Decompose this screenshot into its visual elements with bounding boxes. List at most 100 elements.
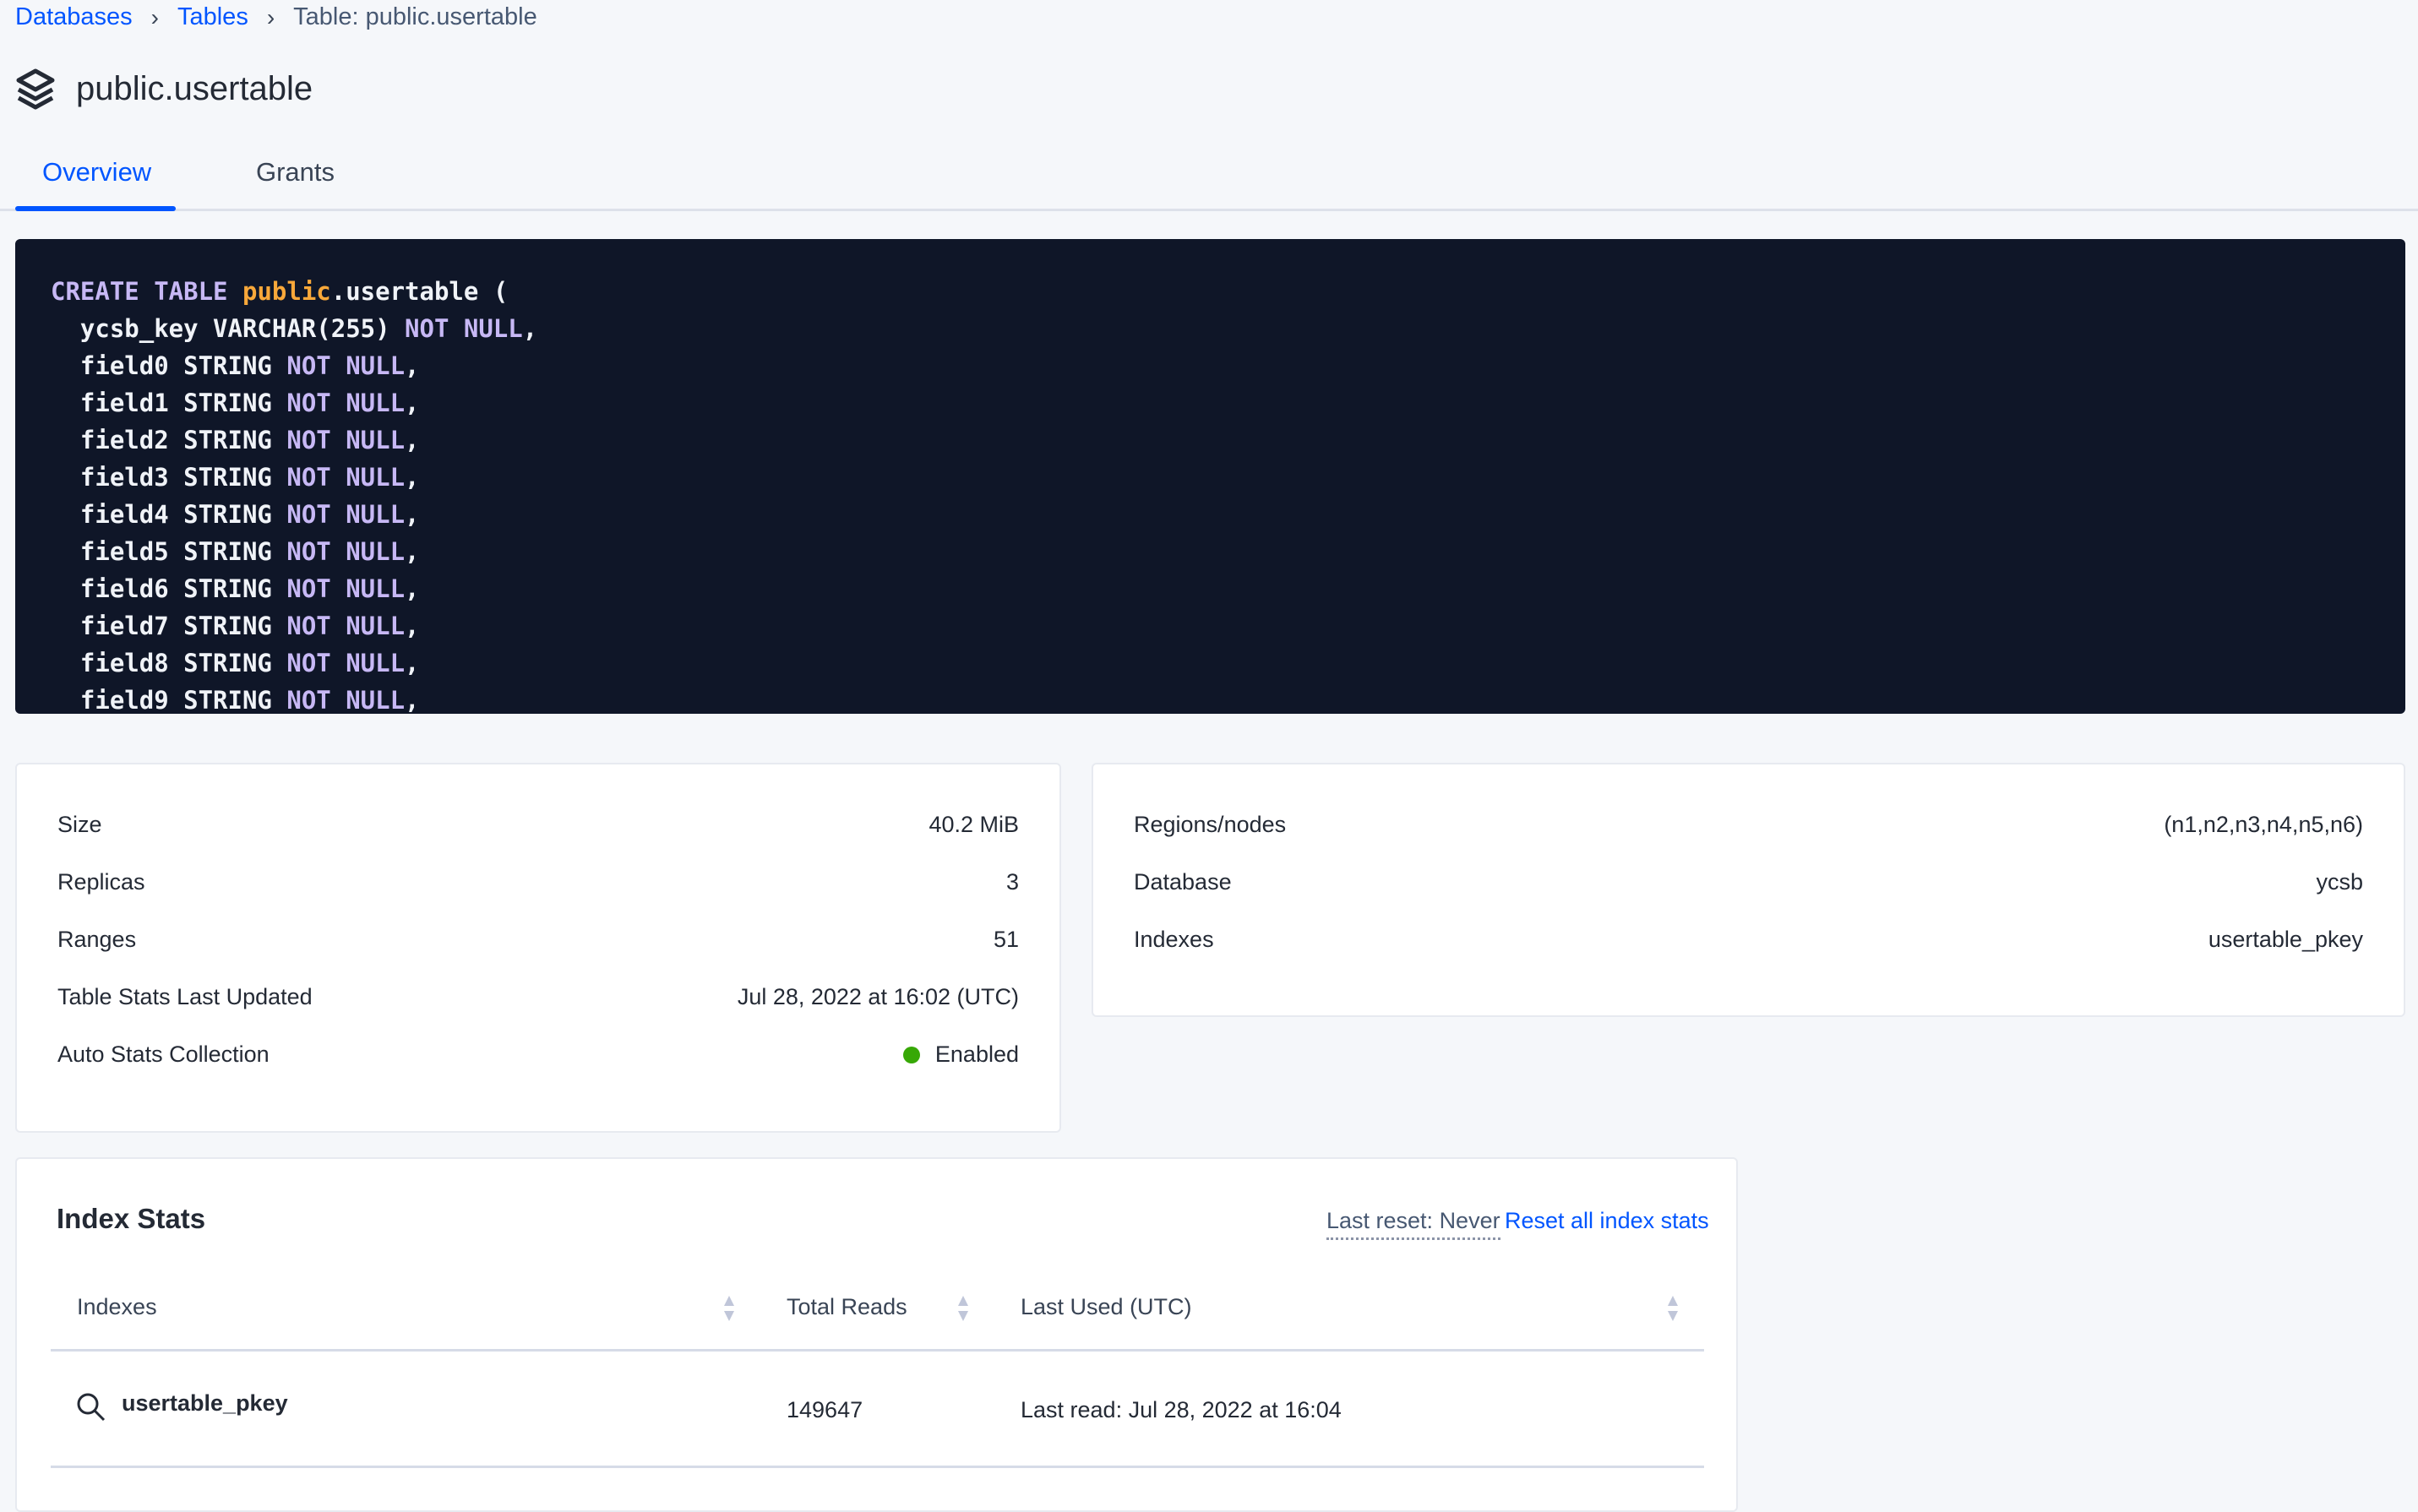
code-token: field3 STRING bbox=[51, 463, 287, 492]
code-token: . bbox=[330, 277, 346, 306]
tab-grants[interactable]: Grants bbox=[256, 157, 335, 187]
column-header-indexes[interactable]: Indexes bbox=[77, 1294, 157, 1319]
stat-auto-stats: Auto Stats Collection Enabled bbox=[57, 1042, 1019, 1068]
code-token: field4 STRING bbox=[51, 500, 287, 529]
stat-replicas: Replicas 3 bbox=[57, 869, 1019, 895]
code-token: CREATE TABLE bbox=[51, 277, 242, 306]
code-token: usertable ( bbox=[346, 277, 509, 306]
code-line: field0 STRING NOT NULL, bbox=[51, 347, 2370, 384]
code-token: field2 STRING bbox=[51, 426, 287, 454]
code-token: , bbox=[405, 500, 420, 529]
sort-icon[interactable] bbox=[957, 1294, 969, 1323]
code-token: field6 STRING bbox=[51, 574, 287, 603]
stat-ranges: Ranges 51 bbox=[57, 927, 1019, 953]
code-token: field1 STRING bbox=[51, 389, 287, 417]
chevron-right-icon: › bbox=[150, 3, 159, 30]
code-token: ycsb_key VARCHAR(255) bbox=[51, 314, 406, 343]
code-token: , bbox=[405, 612, 420, 640]
last-used-cell: Last read: Jul 28, 2022 at 16:04 bbox=[1021, 1397, 1342, 1422]
code-token: NOT NULL bbox=[405, 314, 523, 343]
stat-database: Database ycsb bbox=[1134, 869, 2363, 895]
table-stats-card: Size 40.2 MiB Replicas 3 Ranges 51 Table St… bbox=[15, 763, 1061, 1133]
breadcrumb-current: Table: public.usertable bbox=[293, 3, 537, 30]
breadcrumb: Databases › Tables › Table: public.usert… bbox=[15, 3, 537, 31]
code-token: field7 STRING bbox=[51, 612, 287, 640]
code-token: , bbox=[405, 537, 420, 566]
code-token: , bbox=[405, 574, 420, 603]
code-token: , bbox=[405, 463, 420, 492]
table-name: public.usertable bbox=[76, 69, 313, 107]
code-line: field9 STRING NOT NULL, bbox=[51, 682, 2370, 714]
total-reads-cell: 149647 bbox=[787, 1397, 863, 1422]
column-header-last-used[interactable]: Last Used (UTC) bbox=[1021, 1294, 1192, 1319]
search-icon bbox=[77, 1393, 106, 1422]
code-line: field1 STRING NOT NULL, bbox=[51, 384, 2370, 422]
stat-value: usertable_pkey bbox=[2208, 927, 2363, 952]
code-token: field9 STRING bbox=[51, 686, 287, 714]
index-name-link[interactable]: usertable_pkey bbox=[122, 1390, 288, 1416]
code-token: , bbox=[405, 686, 420, 714]
page-title: public.usertable bbox=[15, 68, 313, 110]
reset-index-stats-link[interactable]: Reset all index stats bbox=[1505, 1208, 1709, 1233]
stat-label: Table Stats Last Updated bbox=[57, 984, 313, 1009]
breadcrumb-databases[interactable]: Databases bbox=[15, 3, 133, 30]
code-token: public bbox=[242, 277, 331, 306]
code-token: , bbox=[522, 314, 538, 343]
code-token: field5 STRING bbox=[51, 537, 287, 566]
status-badge: Enabled bbox=[934, 1042, 1019, 1067]
code-token: NOT NULL bbox=[286, 649, 406, 677]
tab-bar: Overview Grants bbox=[0, 152, 2418, 211]
code-token: , bbox=[405, 351, 420, 380]
status-dot-icon bbox=[902, 1047, 920, 1063]
code-token: , bbox=[405, 426, 420, 454]
breadcrumb-tables[interactable]: Tables bbox=[177, 3, 248, 30]
table-header-divider bbox=[51, 1349, 1704, 1352]
stat-regions: Regions/nodes (n1,n2,n3,n4,n5,n6) bbox=[1134, 812, 2363, 838]
stat-value: 51 bbox=[993, 927, 1019, 952]
code-line: CREATE TABLE public.usertable ( bbox=[51, 273, 2370, 310]
stat-value: Jul 28, 2022 at 16:02 (UTC) bbox=[737, 984, 1019, 1009]
stat-label: Replicas bbox=[57, 869, 145, 895]
stat-label: Ranges bbox=[57, 927, 137, 952]
code-token: NOT NULL bbox=[286, 389, 406, 417]
column-header-total-reads[interactable]: Total Reads bbox=[787, 1294, 907, 1319]
code-token: NOT NULL bbox=[286, 686, 406, 714]
stat-value: 40.2 MiB bbox=[929, 812, 1019, 837]
table-location-card: Regions/nodes (n1,n2,n3,n4,n5,n6) Databas… bbox=[1092, 763, 2405, 1017]
stat-label: Auto Stats Collection bbox=[57, 1042, 270, 1067]
row-divider bbox=[51, 1466, 1704, 1468]
code-token: , bbox=[405, 389, 420, 417]
stat-label: Size bbox=[57, 812, 102, 837]
code-token: field0 STRING bbox=[51, 351, 287, 380]
stat-indexes: Indexes usertable_pkey bbox=[1134, 927, 2363, 953]
code-token: field8 STRING bbox=[51, 649, 287, 677]
sort-icon[interactable] bbox=[1667, 1294, 1679, 1323]
stat-value: ycsb bbox=[2316, 869, 2363, 895]
stat-value: 3 bbox=[1005, 869, 1019, 895]
index-stats-card bbox=[15, 1157, 1738, 1512]
code-token: NOT NULL bbox=[286, 463, 406, 492]
chevron-right-icon: › bbox=[266, 3, 275, 30]
stack-icon bbox=[16, 68, 55, 110]
code-line: field4 STRING NOT NULL, bbox=[51, 496, 2370, 533]
tab-overview[interactable]: Overview bbox=[42, 157, 152, 187]
create-table-statement: CREATE TABLE public.usertable ( ycsb_key… bbox=[15, 239, 2405, 714]
stat-value: (n1,n2,n3,n4,n5,n6) bbox=[2164, 812, 2363, 837]
code-token: , bbox=[405, 649, 420, 677]
code-token: NOT NULL bbox=[286, 426, 406, 454]
last-reset-label: Last reset: Never bbox=[1326, 1208, 1500, 1240]
sort-icon[interactable] bbox=[723, 1294, 735, 1323]
code-token: NOT NULL bbox=[286, 612, 406, 640]
code-line: field7 STRING NOT NULL, bbox=[51, 607, 2370, 645]
stat-label: Indexes bbox=[1134, 927, 1214, 952]
code-line: field3 STRING NOT NULL, bbox=[51, 459, 2370, 496]
code-line: field5 STRING NOT NULL, bbox=[51, 533, 2370, 570]
stat-last-updated: Table Stats Last Updated Jul 28, 2022 at … bbox=[57, 984, 1019, 1010]
code-token: NOT NULL bbox=[286, 351, 406, 380]
code-token: NOT NULL bbox=[286, 537, 406, 566]
index-stats-title: Index Stats bbox=[57, 1203, 206, 1234]
stat-label: Regions/nodes bbox=[1134, 812, 1287, 837]
code-line: field6 STRING NOT NULL, bbox=[51, 570, 2370, 607]
active-tab-indicator bbox=[15, 206, 176, 211]
code-token: NOT NULL bbox=[286, 574, 406, 603]
